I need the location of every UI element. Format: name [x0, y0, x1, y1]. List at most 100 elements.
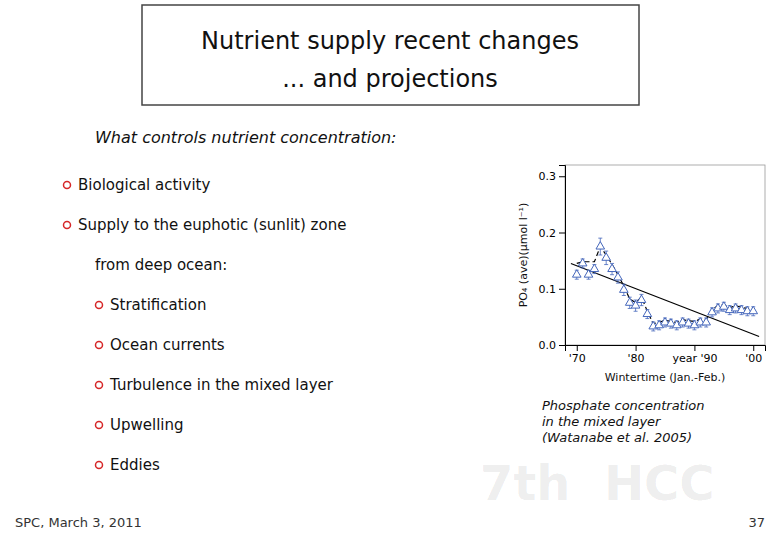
bullet-marker — [96, 302, 103, 309]
x-axis-tick: '00 — [745, 345, 762, 365]
x-axis-tick-mark — [753, 345, 754, 351]
x-axis-tick-label: '00 — [745, 352, 762, 365]
error-bar-cap — [704, 327, 708, 328]
y-axis-tick-label: 0.2 — [539, 227, 557, 240]
y-axis-tick-label: 0.1 — [539, 283, 557, 296]
bullet-text: Turbulence in the mixed layer — [109, 376, 334, 394]
footer-left: SPC, March 3, 2011 — [15, 515, 142, 530]
error-bar-cap — [663, 327, 667, 328]
y-axis-tick: 0.2 — [539, 227, 566, 240]
x-axis-title: Wintertime (Jan.-Feb.) — [605, 371, 726, 384]
watermark: 7th HCC — [480, 455, 715, 511]
bullet-marker — [64, 222, 71, 229]
error-bar-cap — [716, 312, 720, 313]
y-axis-line — [559, 166, 566, 346]
error-bar-cap — [681, 327, 685, 328]
error-bar-cap — [610, 274, 614, 275]
bullet-marker — [96, 342, 103, 349]
bullet-text: from deep ocean: — [95, 256, 227, 274]
error-bar-cap — [745, 315, 749, 316]
y-axis-title: PO₄ (ave)(μmol l⁻¹) — [517, 203, 530, 308]
error-bar-cap — [645, 318, 649, 319]
bullet-text: Supply to the euphotic (sunlit) zone — [78, 216, 346, 234]
error-bar-cap — [651, 330, 655, 331]
caption: Phosphate concentrationin the mixed laye… — [542, 398, 705, 445]
error-bar-cap — [722, 311, 726, 312]
x-axis-tick-mark — [636, 345, 637, 351]
x-axis-line — [566, 346, 766, 352]
error-bar-cap — [616, 283, 620, 284]
slide: 7th HCC Nutrient supply recent changes...… — [0, 0, 780, 540]
page-number: 37 — [748, 515, 765, 530]
bullet-marker — [96, 462, 103, 469]
error-bar-cap — [675, 329, 679, 330]
error-bar-cap — [634, 311, 638, 312]
plot-background — [565, 165, 765, 345]
y-axis: 0.0 0.1 0.2 0.3 — [539, 166, 566, 353]
error-bar-cap — [592, 273, 596, 274]
error-bar-cap — [739, 314, 743, 315]
y-axis-tick-mark — [559, 233, 565, 234]
data-point — [614, 273, 623, 280]
title-box — [142, 5, 639, 105]
y-axis-tick-mark — [559, 176, 565, 177]
bullet-marker — [64, 182, 71, 189]
plot-marks — [571, 238, 759, 336]
chart: '70 '80 year '90 '00 0.0 0.1 0.2 0.3 Wintertime … — [517, 165, 766, 384]
error-bar-cap — [622, 295, 626, 296]
error-bar-cap — [692, 329, 696, 330]
bullet-marker — [96, 422, 103, 429]
y-axis-tick-label: 0.0 — [539, 339, 557, 352]
series-line — [571, 263, 759, 336]
error-bar-cap — [710, 316, 714, 317]
data-point — [602, 253, 611, 260]
data-point — [608, 264, 617, 271]
x-axis-tick-label: year '90 — [672, 352, 717, 365]
bullet-text: Biological activity — [78, 176, 210, 194]
y-axis-tick-mark — [559, 289, 565, 290]
bullet-marker — [96, 382, 103, 389]
data-point — [572, 270, 581, 277]
data-point — [596, 242, 605, 249]
data-point — [625, 298, 634, 305]
error-bar-cap — [657, 329, 661, 330]
error-bar-cap — [751, 315, 755, 316]
error-bar-cap — [639, 305, 643, 306]
title: Nutrient supply recent changes... and pr… — [201, 27, 579, 93]
data-point — [637, 295, 646, 302]
x-axis-tick-label: '70 — [569, 352, 586, 365]
x-axis: '70 '80 year '90 '00 — [566, 345, 766, 365]
bullet-text: Upwelling — [110, 416, 184, 434]
bullet-text: Ocean currents — [110, 336, 225, 354]
data-point — [702, 318, 711, 325]
x-axis-tick-label: '80 — [628, 352, 645, 365]
data-point — [749, 306, 758, 313]
error-bar-cap — [581, 267, 585, 268]
error-bar-cap — [598, 238, 602, 239]
error-bar-cap — [728, 314, 732, 315]
x-axis-tick: '80 — [628, 345, 645, 365]
error-bar-cap — [604, 251, 608, 252]
error-bar-cap — [575, 279, 579, 280]
error-bar-cap — [698, 327, 702, 328]
y-axis-tick-mark — [559, 345, 565, 346]
x-axis-tick: '70 — [569, 345, 586, 365]
data-point — [578, 258, 587, 265]
x-axis-tick-mark — [694, 345, 695, 351]
x-axis-tick-mark — [577, 345, 578, 351]
data-point — [590, 264, 599, 271]
error-bar-cap — [587, 279, 591, 280]
data-point — [620, 285, 629, 292]
data-point — [720, 302, 729, 309]
x-axis-tick: year '90 — [672, 345, 717, 365]
subtitle: What controls nutrient concentration: — [95, 128, 396, 147]
y-axis-tick: 0.0 — [539, 339, 566, 352]
y-axis-tick: 0.3 — [539, 170, 566, 183]
bullet-text: Eddies — [110, 456, 160, 474]
error-bar-cap — [598, 255, 602, 256]
y-axis-tick-label: 0.3 — [539, 170, 557, 183]
data-point — [643, 309, 652, 316]
series-line — [577, 247, 753, 324]
error-bar-cap — [604, 264, 608, 265]
bullet-text: Stratification — [110, 296, 206, 314]
